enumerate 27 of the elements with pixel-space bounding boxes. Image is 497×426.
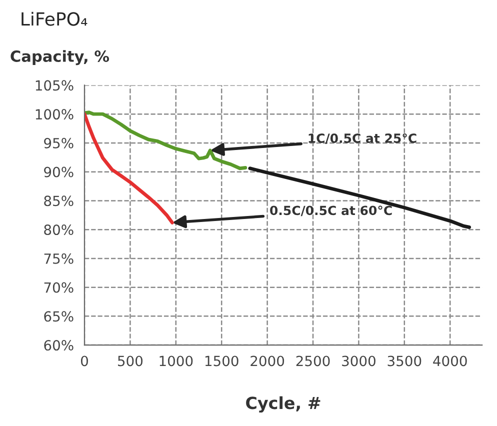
- annotation: 1C/0.5C at 25°C: [308, 133, 416, 144]
- x-tick-label: 500: [118, 356, 143, 366]
- annotation: 0.5C/0.5C at 60°C: [270, 206, 392, 216]
- y-tick-label: 70%: [44, 282, 74, 293]
- x-tick-label: 0: [80, 356, 88, 366]
- line-series: [84, 110, 248, 170]
- chart-title: LiFePO₄: [22, 12, 88, 26]
- x-tick-label: 2500: [296, 356, 330, 366]
- x-tick-label: 1000: [160, 356, 193, 366]
- line-series: [248, 166, 472, 229]
- x-axis-title: Cycle, #: [246, 396, 320, 413]
- y-tick-label: 95%: [44, 138, 74, 148]
- x-tick-label: 4000: [433, 356, 467, 366]
- y-tick-label: 100%: [36, 109, 74, 120]
- y-tick-label: 90%: [44, 166, 74, 178]
- y-tick-label: 80%: [44, 224, 74, 236]
- y-tick-label: 60%: [44, 340, 74, 351]
- x-tick-label: 3500: [388, 356, 422, 366]
- y-tick-label: 85%: [44, 196, 74, 206]
- x-tick-label: 2000: [250, 356, 284, 366]
- x-tick-label: 1500: [205, 356, 238, 366]
- y-tick-label: 65%: [44, 311, 74, 322]
- y-tick-label: 75%: [44, 253, 74, 264]
- y-tick-label: 105%: [36, 80, 74, 91]
- line-series: [84, 112, 174, 224]
- y-axis-title: Capacity, %: [10, 50, 110, 66]
- x-tick-label: 3000: [342, 356, 376, 366]
